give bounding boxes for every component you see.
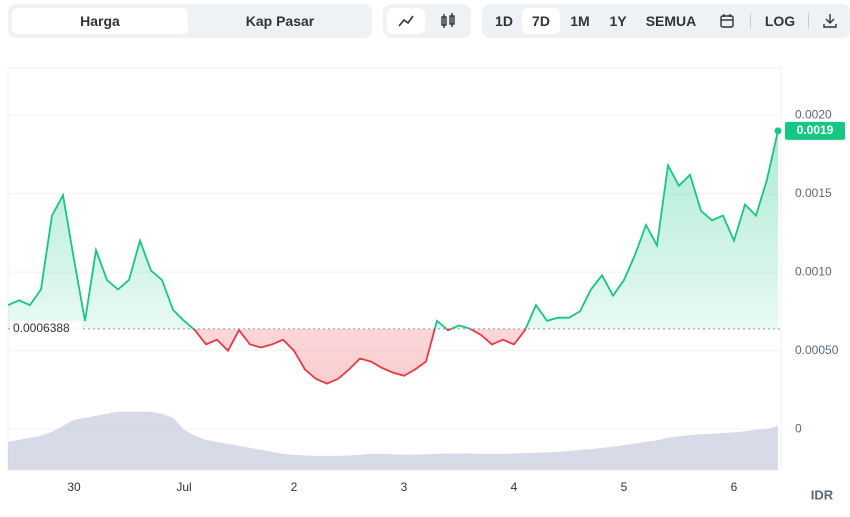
y-tick-label: 0 [795, 421, 802, 435]
x-tick-label: 6 [731, 480, 738, 494]
price-line-up [8, 130, 779, 329]
x-tick-label: 5 [621, 480, 628, 494]
y-tick-label: 0.0010 [795, 264, 832, 278]
range-button[interactable]: 1Y [609, 13, 627, 29]
calendar-icon [720, 14, 734, 28]
line-icon [398, 15, 414, 27]
last-point [774, 127, 782, 135]
candle-icon [441, 13, 455, 28]
last-price-label: 0.0019 [797, 123, 834, 137]
x-tick-label: 3 [401, 480, 408, 494]
divider [750, 13, 751, 29]
candle-icon-button[interactable] [429, 8, 467, 34]
divider [808, 13, 809, 29]
chart-type-bar [383, 4, 471, 38]
area-down [193, 328, 526, 384]
range-bar: 1D 7D 1M 1Y SEMUA LOG [482, 4, 850, 38]
range-button[interactable]: 1D [495, 13, 513, 29]
download-button[interactable] [814, 8, 846, 34]
download-icon [823, 14, 837, 28]
tab-button[interactable]: Harga [12, 8, 188, 34]
price-line-down [192, 328, 527, 385]
x-tick-label: 30 [67, 480, 81, 494]
range-button[interactable]: 7D [522, 8, 560, 34]
volume-area [8, 411, 778, 470]
range-button[interactable]: 1M [570, 13, 590, 29]
tab-bar: Harga Kap Pasar [8, 4, 372, 38]
y-tick-label: 0.0020 [795, 107, 832, 121]
y-tick-label: 0.0015 [795, 186, 832, 200]
area-up [8, 130, 778, 329]
line-icon-button[interactable] [387, 8, 425, 34]
baseline-label: 0.0006388 [13, 321, 70, 335]
y-tick-label: 0.00050 [795, 343, 839, 357]
currency-label: IDR [811, 487, 834, 502]
x-tick-label: 2 [291, 480, 298, 494]
last-price-tag [785, 121, 845, 140]
x-tick-label: Jul [176, 480, 191, 494]
baseline-label-bg [10, 320, 82, 337]
log-button[interactable]: LOG [764, 13, 796, 29]
calendar-button[interactable] [710, 8, 744, 34]
tab-button[interactable]: Kap Pasar [245, 13, 315, 29]
x-tick-label: 4 [511, 480, 518, 494]
range-button[interactable]: SEMUA [645, 13, 697, 29]
